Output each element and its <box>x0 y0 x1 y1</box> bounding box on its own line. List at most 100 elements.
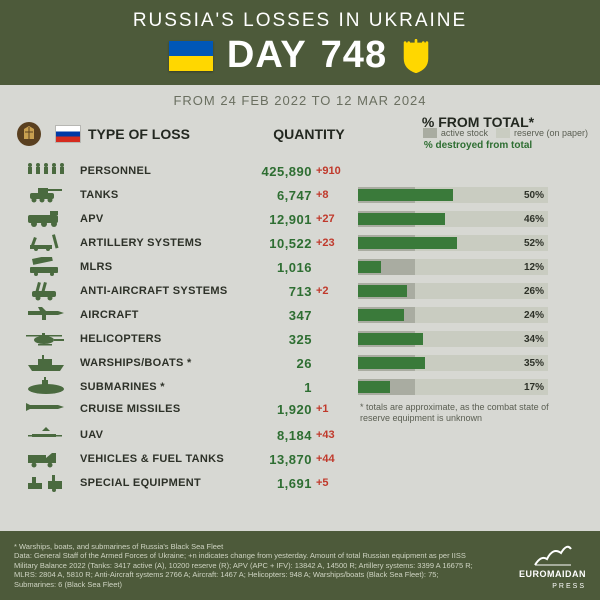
day-number: 748 <box>321 34 387 77</box>
pct-bar: 46% <box>358 211 548 227</box>
row-label: ANTI-AIRCRAFT SYSTEMS <box>80 285 248 297</box>
table: TYPE OF LOSS QUANTITY % FROM TOTAL* acti… <box>0 112 600 531</box>
row-quantity: 347 <box>252 308 312 323</box>
row-delta: +2 <box>316 285 354 297</box>
table-header-row: TYPE OF LOSS QUANTITY % FROM TOTAL* acti… <box>16 112 584 159</box>
table-row: HELICOPTERS 325 34% <box>16 327 584 351</box>
legend-reserve-swatch <box>496 128 510 138</box>
row-quantity: 713 <box>252 284 312 299</box>
legend-reserve-label: reserve (on paper) <box>514 128 588 138</box>
footer-text: * Warships, boats, and submarines of Rus… <box>14 542 474 589</box>
ship-icon <box>16 353 76 373</box>
pct-value: 46% <box>524 211 544 227</box>
row-label: HELICOPTERS <box>80 333 248 345</box>
missile-icon <box>16 399 76 419</box>
brand-name: EUROMAIDAN <box>519 569 586 579</box>
pct-bar: 26% <box>358 283 548 299</box>
aircraft-icon <box>16 305 76 325</box>
row-quantity: 13,870 <box>252 452 312 467</box>
pct-bar: 34% <box>358 331 548 347</box>
row-label: MLRS <box>80 261 248 273</box>
heli-icon <box>16 329 76 349</box>
main-title: RUSSIA'S LOSSES IN UKRAINE <box>0 10 600 32</box>
pct-value: 12% <box>524 259 544 275</box>
apv-icon <box>16 209 76 229</box>
pct-bar: 24% <box>358 307 548 323</box>
personnel-icon <box>16 161 76 181</box>
row-delta: +43 <box>316 429 354 441</box>
tank-icon <box>16 185 76 205</box>
pct-value: 34% <box>524 331 544 347</box>
row-label: CRUISE MISSILES <box>80 403 248 415</box>
table-row: MLRS 1,016 12% <box>16 255 584 279</box>
row-quantity: 26 <box>252 356 312 371</box>
pct-value: 17% <box>524 379 544 395</box>
pct-bar: 17% <box>358 379 548 395</box>
row-quantity: 6,747 <box>252 188 312 203</box>
trident-icon <box>401 39 431 73</box>
row-delta: +44 <box>316 453 354 465</box>
pct-bar: 52% <box>358 235 548 251</box>
brand-sub: PRESS <box>552 583 586 590</box>
legend-active-label: active stock <box>441 128 488 138</box>
table-row: WARSHIPS/BOATS * 26 35% <box>16 351 584 375</box>
row-delta: +23 <box>316 237 354 249</box>
table-row: SPECIAL EQUIPMENT 1,691 +5 <box>16 471 584 495</box>
pct-value: 26% <box>524 283 544 299</box>
logo-icon <box>533 539 573 567</box>
pct-bar: 50% <box>358 187 548 203</box>
row-delta: +910 <box>316 165 354 177</box>
table-row: ANTI-AIRCRAFT SYSTEMS 713 +2 26% <box>16 279 584 303</box>
table-row: APV 12,901 +27 46% <box>16 207 584 231</box>
pct-bar: 12% <box>358 259 548 275</box>
pct-value: 52% <box>524 235 544 251</box>
row-label: PERSONNEL <box>80 165 248 177</box>
brand-logo: EUROMAIDAN PRESS <box>519 539 586 592</box>
row-quantity: 1,920 <box>252 402 312 417</box>
row-label: UAV <box>80 429 248 441</box>
row-label: SUBMARINES * <box>80 381 248 393</box>
table-row: ARTILLERY SYSTEMS 10,522 +23 52% <box>16 231 584 255</box>
footer: * Warships, boats, and submarines of Rus… <box>0 531 600 600</box>
special-icon <box>16 473 76 493</box>
col-header-quantity: QUANTITY <box>254 126 364 142</box>
row-label: SPECIAL EQUIPMENT <box>80 477 248 489</box>
row-quantity: 12,901 <box>252 212 312 227</box>
row-quantity: 8,184 <box>252 428 312 443</box>
uav-icon <box>16 425 76 445</box>
legend: active stock reserve (on paper) <box>368 128 588 138</box>
table-body: PERSONNEL 425,890 +910 TANKS 6,747 +8 50… <box>16 159 584 495</box>
table-row: AIRCRAFT 347 24% <box>16 303 584 327</box>
pct-value: 35% <box>524 355 544 371</box>
artillery-icon <box>16 233 76 253</box>
legend-destroyed-label: % destroyed from total <box>368 140 588 151</box>
row-label: VEHICLES & FUEL TANKS <box>80 453 248 465</box>
row-delta: +8 <box>316 189 354 201</box>
row-quantity: 1 <box>252 380 312 395</box>
date-range: FROM 24 FEB 2022 TO 12 MAR 2024 <box>0 85 600 112</box>
row-quantity: 10,522 <box>252 236 312 251</box>
row-quantity: 1,016 <box>252 260 312 275</box>
truck-icon <box>16 449 76 469</box>
side-note: * totals are approximate, as the combat … <box>358 402 580 424</box>
row-delta: +27 <box>316 213 354 225</box>
day-prefix: DAY <box>227 34 307 77</box>
sub-icon <box>16 377 76 397</box>
table-row: PERSONNEL 425,890 +910 <box>16 159 584 183</box>
russia-emblem-icon <box>16 121 42 147</box>
infographic-card: RUSSIA'S LOSSES IN UKRAINE DAY 748 FROM … <box>0 0 600 600</box>
ukraine-flag-icon <box>169 41 213 71</box>
russia-flag-icon <box>56 126 80 142</box>
legend-active-swatch <box>423 128 437 138</box>
table-row: CRUISE MISSILES 1,920 +1 * totals are ap… <box>16 399 584 423</box>
pct-value: 24% <box>524 307 544 323</box>
pct-value: 50% <box>524 187 544 203</box>
day-line: DAY 748 <box>0 34 600 77</box>
row-quantity: 425,890 <box>252 164 312 179</box>
row-label: TANKS <box>80 189 248 201</box>
row-label: ARTILLERY SYSTEMS <box>80 237 248 249</box>
aa-icon <box>16 281 76 301</box>
row-label: APV <box>80 213 248 225</box>
header: RUSSIA'S LOSSES IN UKRAINE DAY 748 <box>0 0 600 85</box>
mlrs-icon <box>16 257 76 277</box>
